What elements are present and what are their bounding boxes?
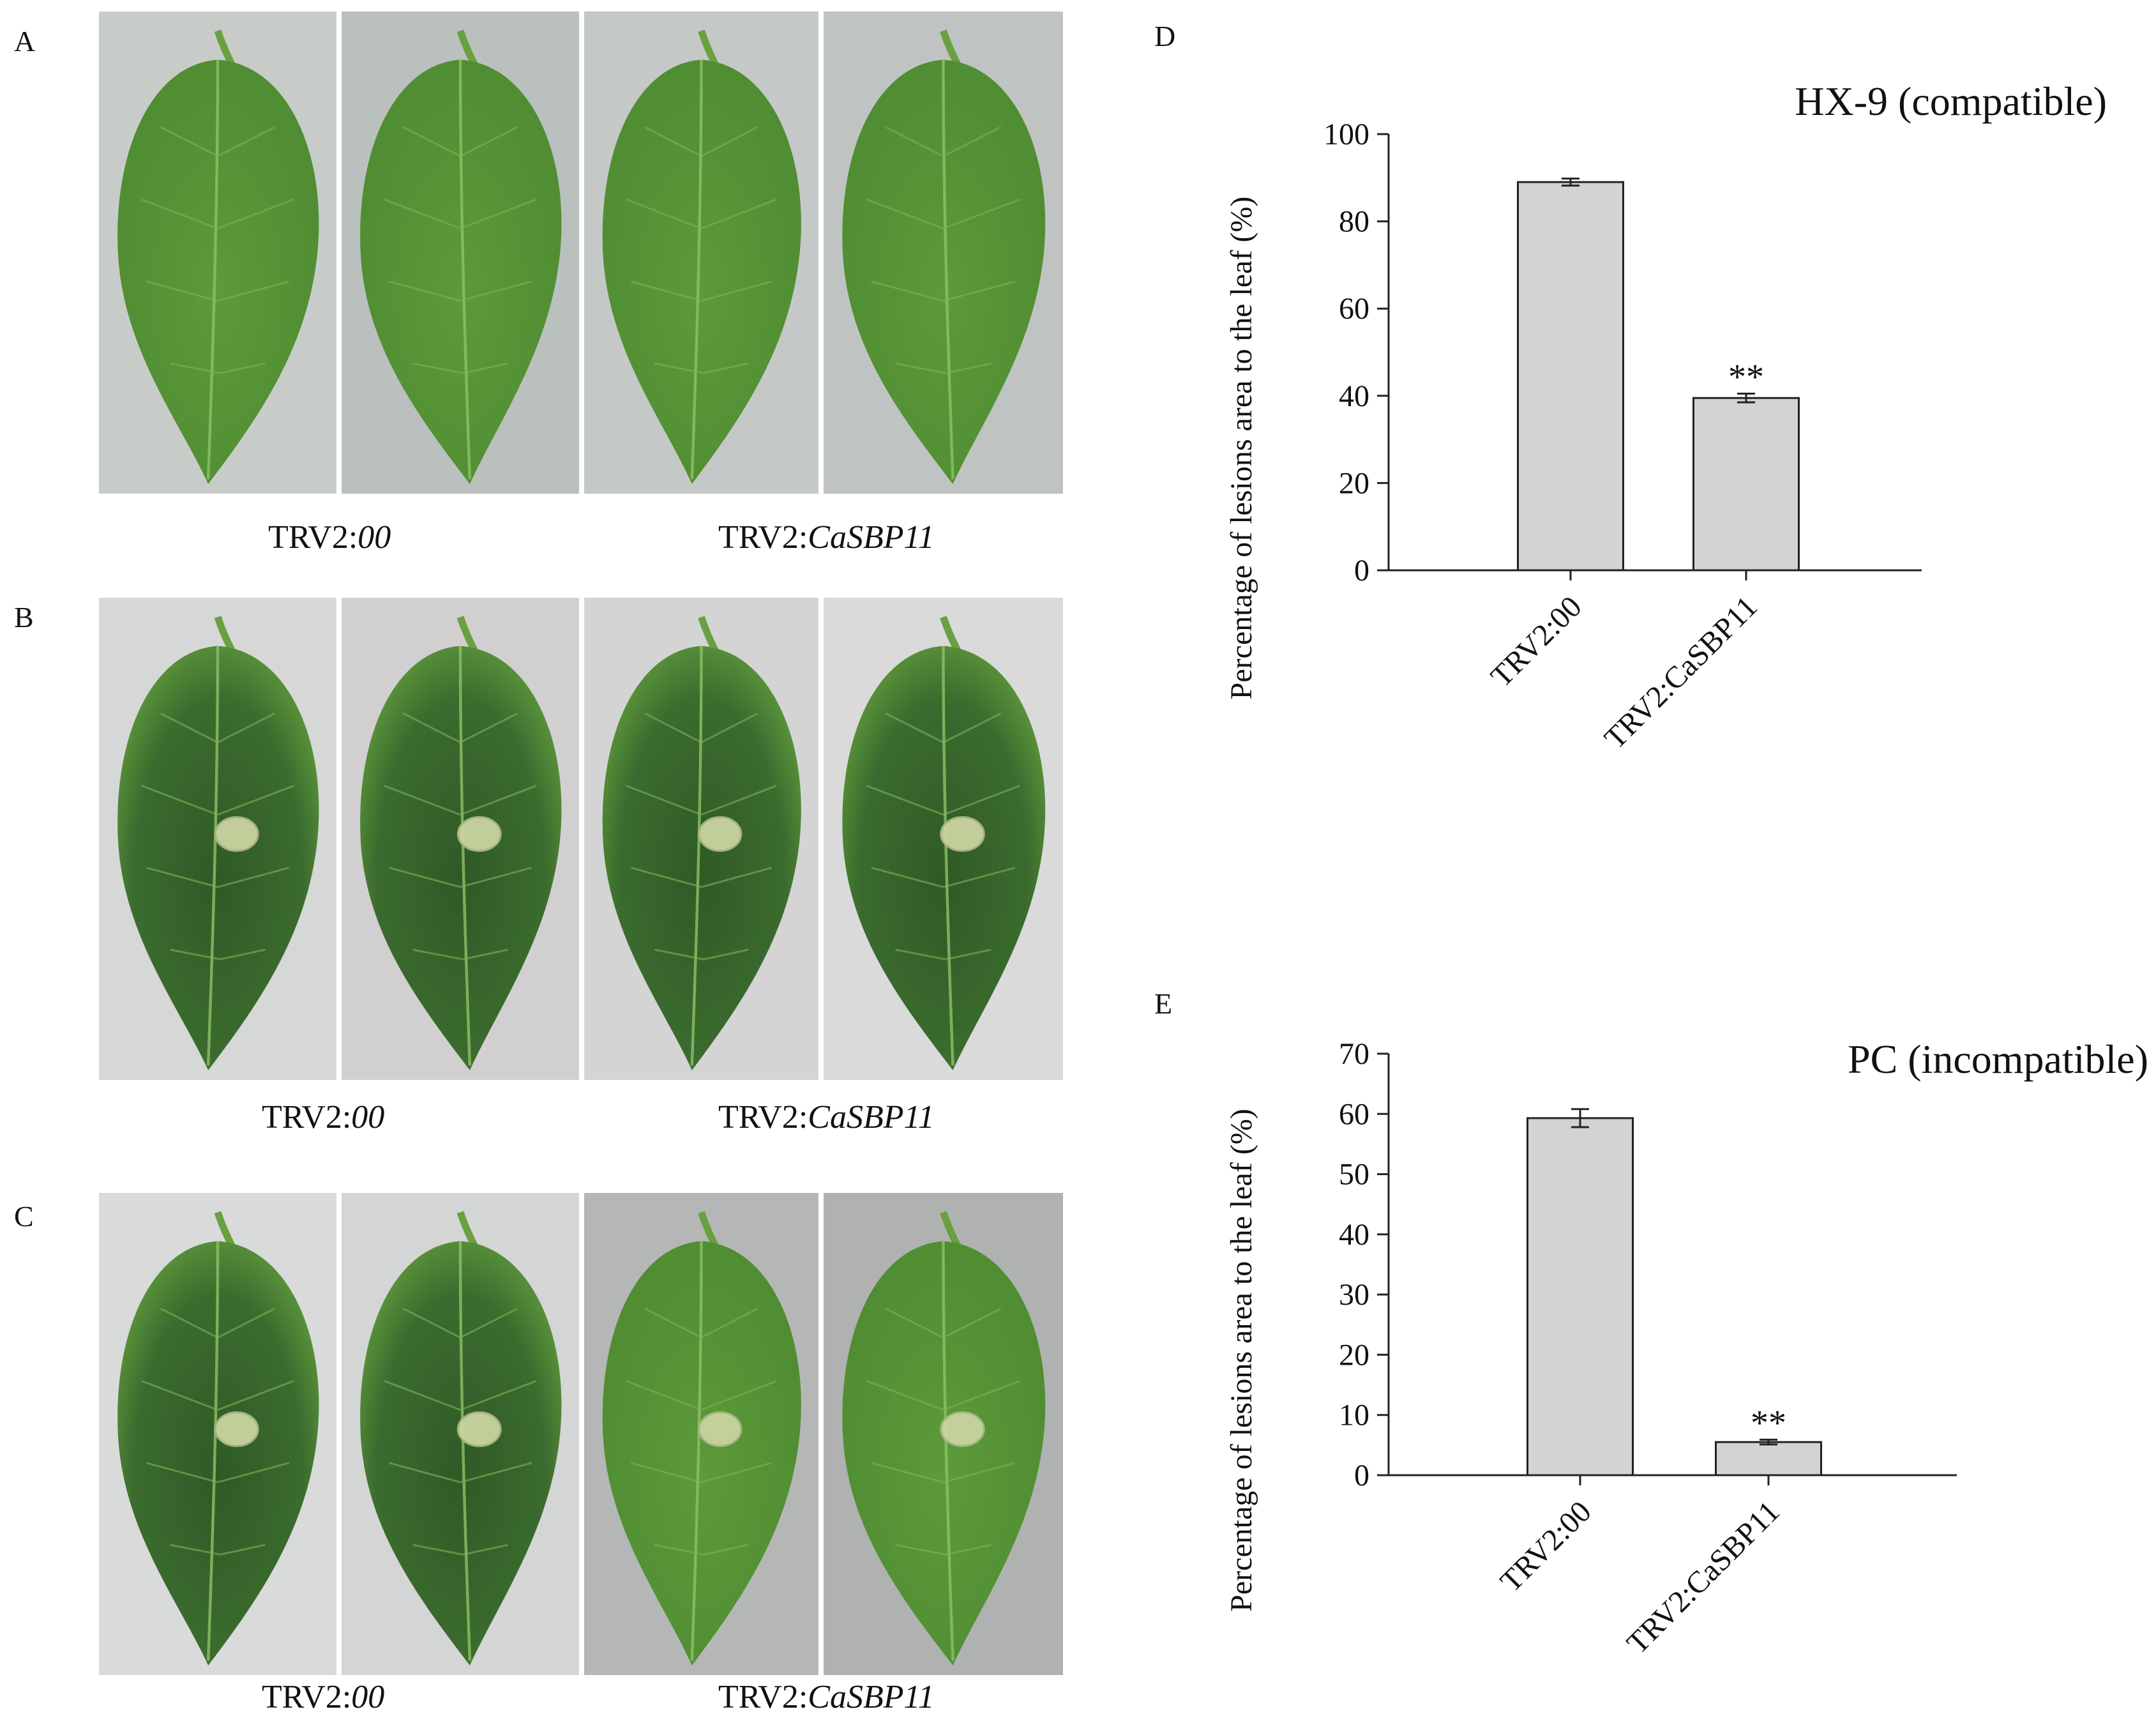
- chart-d-bar: [1517, 181, 1624, 572]
- chart-d-y-axis-label: Percentage of lesions area to the leaf (…: [1225, 197, 1258, 700]
- leaf-photo: [99, 598, 342, 1080]
- chart-e-y-tick-label: 0: [1354, 1459, 1369, 1492]
- chart-d-x-tick-label: TRV2:CaSBP11: [1598, 589, 1764, 755]
- panel-b-photos: [99, 598, 1063, 1080]
- chart-d-bar: [1692, 397, 1800, 572]
- caption-b-right: TRV2:CaSBP11: [718, 1099, 935, 1135]
- chart-e-x-tick-label: TRV2:CaSBP11: [1620, 1494, 1786, 1660]
- caption-c-left: TRV2:00: [262, 1679, 385, 1715]
- leaf-photo: [342, 11, 584, 494]
- chart-d-y-tick-label: 20: [1339, 466, 1369, 500]
- caption-a-right: TRV2:CaSBP11: [718, 519, 935, 556]
- chart-e-bar: [1527, 1117, 1634, 1476]
- leaf-photo: [342, 1193, 584, 1675]
- leaf-photo: [99, 11, 342, 494]
- leaf-photo: [824, 1193, 1063, 1675]
- chart-e-y-tick-label: 50: [1339, 1158, 1369, 1192]
- chart-d-y-tick-label: 0: [1354, 554, 1369, 588]
- chart-d-x-tick-label: TRV2:00: [1484, 589, 1588, 694]
- panel-c-photos: [99, 1193, 1063, 1675]
- leaf-photo: [824, 598, 1063, 1080]
- chart-d-y-tick-label: 40: [1339, 379, 1369, 413]
- chart-e-y-tick-label: 60: [1339, 1097, 1369, 1131]
- panel-label-e: E: [1154, 987, 1173, 1020]
- panel-label-b: B: [14, 601, 34, 634]
- panel-label-d: D: [1154, 20, 1176, 52]
- chart-d-y-tick-label: 60: [1339, 292, 1369, 326]
- chart-d-significance-label: **: [1728, 357, 1764, 397]
- chart-e-y-axis-label: Percentage of lesions area to the leaf (…: [1225, 1109, 1258, 1612]
- chart-e-title: PC (incompatible): [1848, 1036, 2148, 1082]
- panel-label-c: C: [14, 1200, 34, 1233]
- chart-d-y-tick-label: 100: [1323, 118, 1369, 151]
- chart-d-y-tick-label: 80: [1339, 205, 1369, 239]
- chart-e-y-tick-label: 70: [1339, 1037, 1369, 1071]
- leaf-photo: [584, 1193, 824, 1675]
- leaf-photo: [99, 1193, 342, 1675]
- caption-a-left: TRV2:00: [268, 519, 391, 556]
- chart-e-y-tick-label: 20: [1339, 1338, 1369, 1372]
- chart-e-y-tick-label: 30: [1339, 1278, 1369, 1312]
- leaf-photo: [342, 598, 584, 1080]
- chart-e-y-tick-label: 10: [1339, 1399, 1369, 1432]
- caption-c-right: TRV2:CaSBP11: [718, 1679, 935, 1715]
- leaf-photo: [584, 11, 824, 494]
- chart-e-y-tick-label: 40: [1339, 1218, 1369, 1252]
- chart-e-x-tick-label: TRV2:00: [1494, 1494, 1598, 1598]
- panel-label-a: A: [14, 25, 36, 57]
- caption-b-left: TRV2:00: [262, 1099, 385, 1135]
- chart-d-title: HX-9 (compatible): [1795, 79, 2107, 124]
- chart-e-significance-label: **: [1751, 1403, 1786, 1443]
- leaf-photo: [584, 598, 824, 1080]
- leaf-photo: [824, 11, 1063, 494]
- chart-e-bar: [1715, 1441, 1822, 1476]
- panel-a-photos: [99, 11, 1063, 494]
